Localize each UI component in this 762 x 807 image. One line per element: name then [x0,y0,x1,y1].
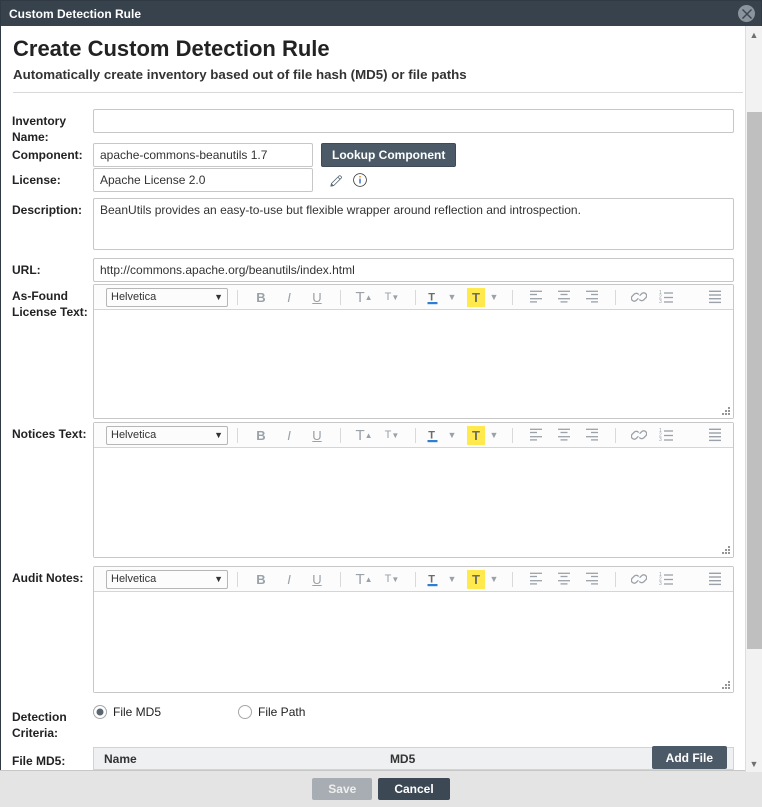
svg-text:T: T [428,574,435,586]
svg-text:3: 3 [659,581,662,587]
svg-text:T: T [428,292,435,304]
svg-text:T: T [428,430,435,442]
svg-text:3: 3 [659,437,662,443]
svg-text:3: 3 [659,299,662,305]
